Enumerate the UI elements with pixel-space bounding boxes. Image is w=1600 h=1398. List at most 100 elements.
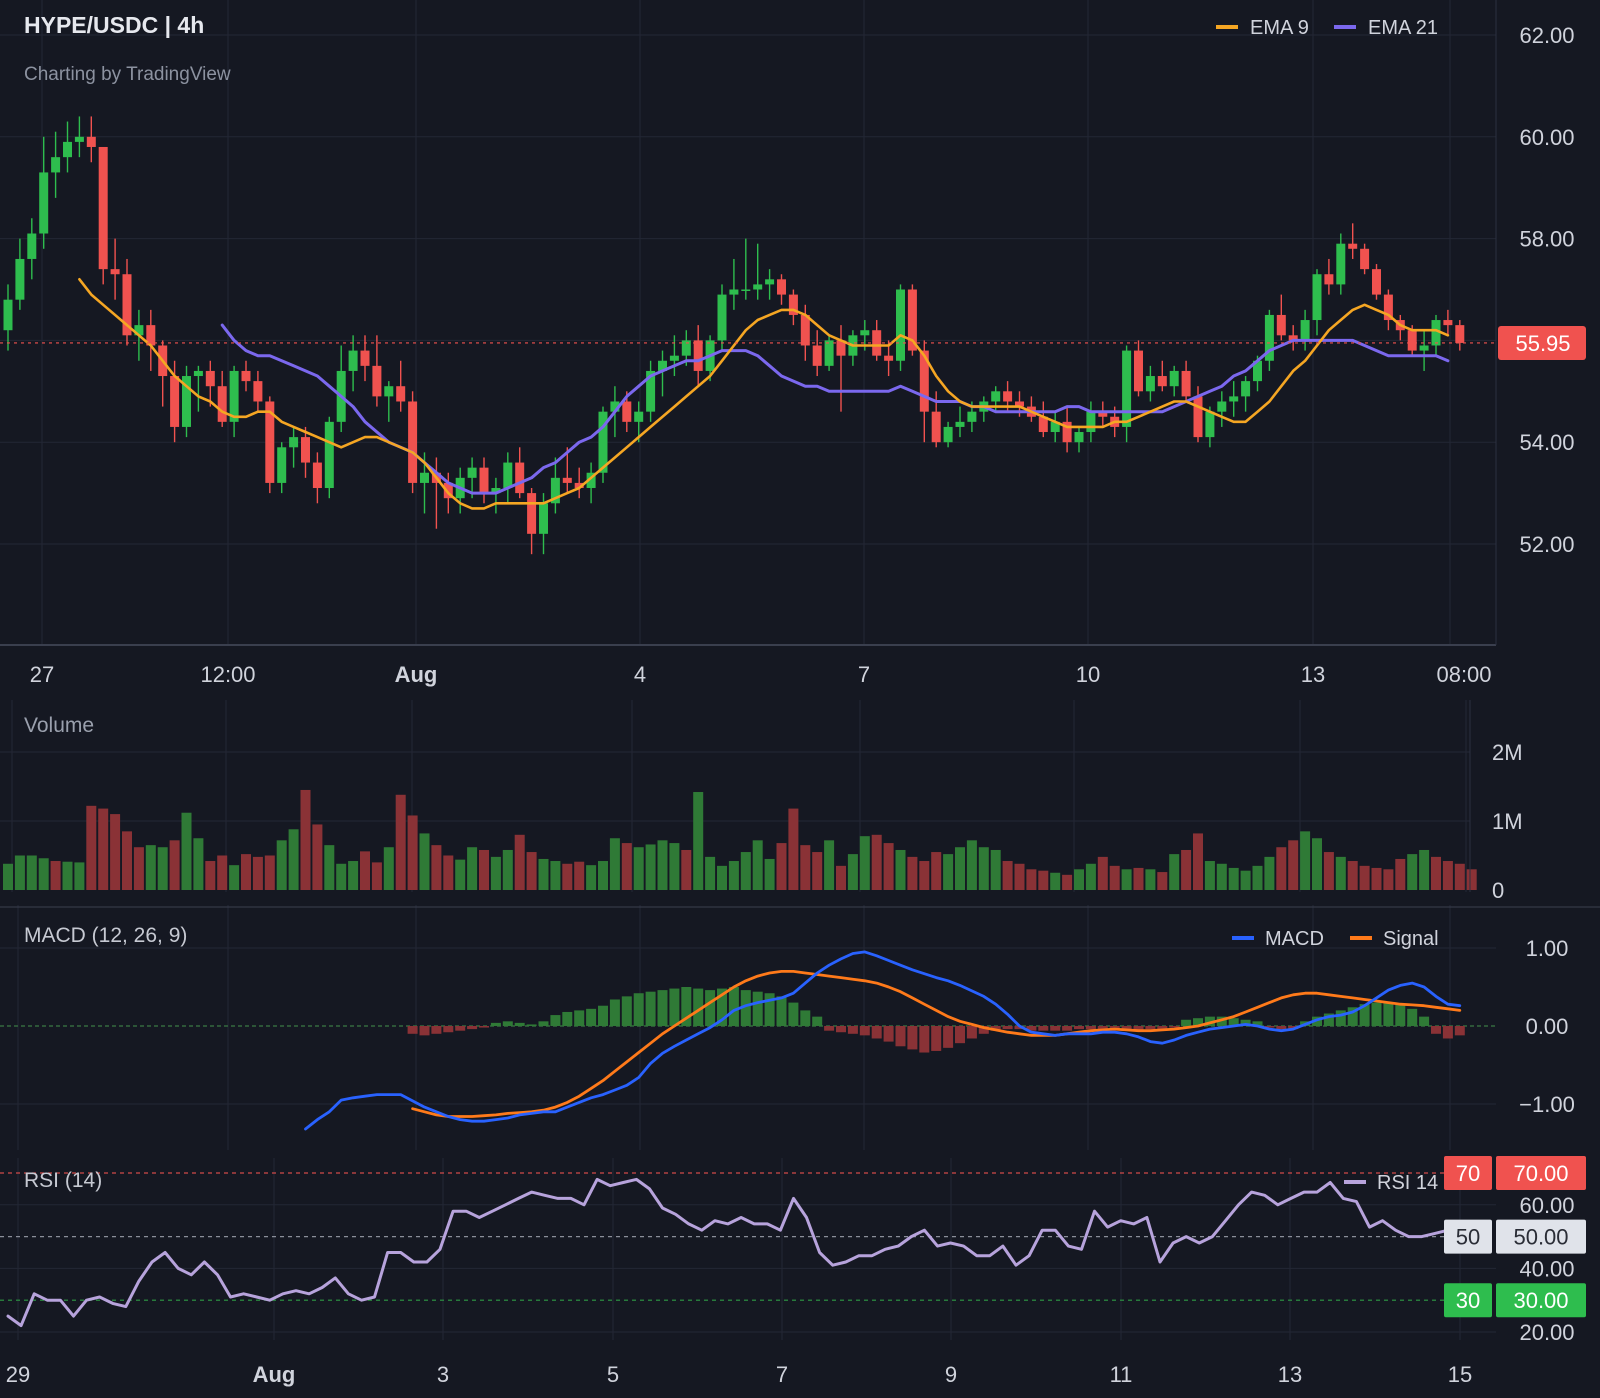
volume-bar-55 [657, 840, 668, 890]
volume-bar-9 [110, 814, 121, 890]
macd-hist-bar-19 [633, 993, 644, 1026]
volume-bar-61 [728, 861, 739, 890]
volume-bar-96 [1145, 869, 1156, 890]
rsi-axis-tag-label-2: 30.00 [1513, 1288, 1568, 1313]
volume-bar-79 [943, 854, 954, 890]
rsi-title: RSI (14) [24, 1169, 102, 1192]
macd-hist-bar-48 [978, 1026, 989, 1034]
volume-bar-80 [955, 847, 965, 890]
candle-body-111 [1324, 274, 1334, 285]
macd-ytick-1: 0.00 [1526, 1014, 1569, 1039]
candle-body-31 [372, 365, 382, 397]
candle-body-3 [39, 172, 49, 234]
macd-hist-bar-64 [1169, 1026, 1180, 1028]
macd-title: MACD (12, 26, 9) [24, 924, 187, 947]
candle-body-7 [86, 136, 96, 147]
candle-body-39 [467, 467, 477, 478]
macd-hist-bar-84 [1407, 1008, 1418, 1026]
rsi-xtick-7: 13 [1278, 1362, 1302, 1387]
volume-bar-5 [62, 861, 73, 890]
price-xtick-3: 4 [634, 662, 646, 687]
macd-hist-bar-41 [895, 1026, 906, 1047]
candle-body-120 [1431, 320, 1441, 346]
volume-bar-50 [598, 861, 608, 890]
volume-bar-43 [514, 834, 525, 890]
volume-bar-33 [395, 794, 406, 890]
rsi-xtick-4: 7 [776, 1362, 788, 1387]
candle-body-19 [229, 370, 239, 422]
candle-body-55 [658, 360, 667, 371]
volume-bar-42 [502, 849, 513, 890]
price-xtick-6: 13 [1301, 662, 1325, 687]
volume-bar-3 [38, 858, 49, 890]
candle-body-12 [146, 325, 156, 346]
rsi-level-tag-label-1: 50 [1456, 1225, 1480, 1250]
macd-hist-bar-1 [419, 1026, 430, 1036]
candle-body-79 [943, 426, 953, 443]
volume-bar-22 [264, 855, 275, 890]
candle-body-53 [634, 411, 644, 422]
volume-bar-111 [1323, 852, 1334, 890]
macd-ytick-0: 1.00 [1526, 936, 1569, 961]
macd-hist-bar-74 [1288, 1026, 1299, 1030]
volume-bar-32 [383, 847, 394, 890]
chart-title: HYPE/USDC | 4h [24, 12, 204, 38]
volume-bar-26 [312, 824, 323, 890]
candle-body-92 [1098, 411, 1108, 417]
macd-hist-bar-42 [907, 1026, 918, 1050]
volume-bar-105 [1252, 865, 1263, 890]
volume-bar-11 [133, 847, 144, 890]
volume-bar-98 [1169, 854, 1180, 890]
volume-bar-37 [443, 855, 454, 890]
macd-hist-bar-62 [1145, 1026, 1156, 1030]
candle-body-14 [170, 376, 180, 427]
volume-bar-93 [1109, 865, 1120, 890]
volume-bar-76 [907, 856, 918, 890]
volume-bar-100 [1193, 833, 1203, 890]
volume-bar-90 [1074, 869, 1084, 890]
candle-body-104 [1241, 381, 1251, 397]
candle-body-74 [884, 355, 894, 361]
candle-body-0 [3, 299, 13, 331]
volume-bar-48 [574, 861, 585, 890]
candle-body-84 [1003, 391, 1013, 402]
legend-label-0: EMA 9 [1250, 17, 1309, 39]
candle-body-101 [1205, 411, 1215, 438]
volume-bars [3, 789, 1477, 890]
candle-body-32 [384, 386, 394, 397]
candle-body-102 [1217, 401, 1227, 412]
volume-bar-71 [847, 854, 858, 890]
volume-bar-23 [276, 840, 287, 890]
candle-body-107 [1276, 314, 1286, 336]
candle-body-78 [931, 411, 941, 443]
volume-bar-89 [1062, 874, 1073, 890]
price-xtick-2: Aug [395, 662, 438, 687]
candle-body-51 [610, 401, 620, 412]
candle-body-121 [1443, 320, 1453, 326]
last-price-label: 55.95 [1515, 331, 1570, 356]
candle-body-63 [753, 284, 763, 290]
candle-body-77 [919, 350, 929, 412]
macd-hist-bar-34 [812, 1016, 823, 1026]
macd-hist-bar-81 [1371, 1002, 1382, 1026]
volume-bar-16 [193, 838, 204, 890]
volume-bar-94 [1121, 869, 1132, 890]
macd-hist-bar-27 [728, 987, 739, 1026]
volume-bar-115 [1371, 867, 1382, 890]
volume-bar-44 [526, 852, 537, 890]
macd-hist-bar-5 [467, 1026, 478, 1030]
macd-hist-bar-76 [1312, 1016, 1322, 1026]
volume-bar-103 [1228, 867, 1239, 890]
volume-bar-8 [98, 808, 109, 890]
macd-hist-bar-24 [693, 988, 704, 1026]
rsi-level-tag-label-0: 70 [1456, 1161, 1480, 1186]
rsi-legend-label-0: RSI 14 [1377, 1172, 1438, 1194]
candle-body-1 [15, 258, 25, 300]
macd-hist-bar-22 [669, 988, 680, 1026]
rsi-xtick-8: 15 [1448, 1362, 1472, 1387]
volume-bar-85 [1014, 863, 1025, 890]
volume-bar-65 [776, 843, 787, 890]
